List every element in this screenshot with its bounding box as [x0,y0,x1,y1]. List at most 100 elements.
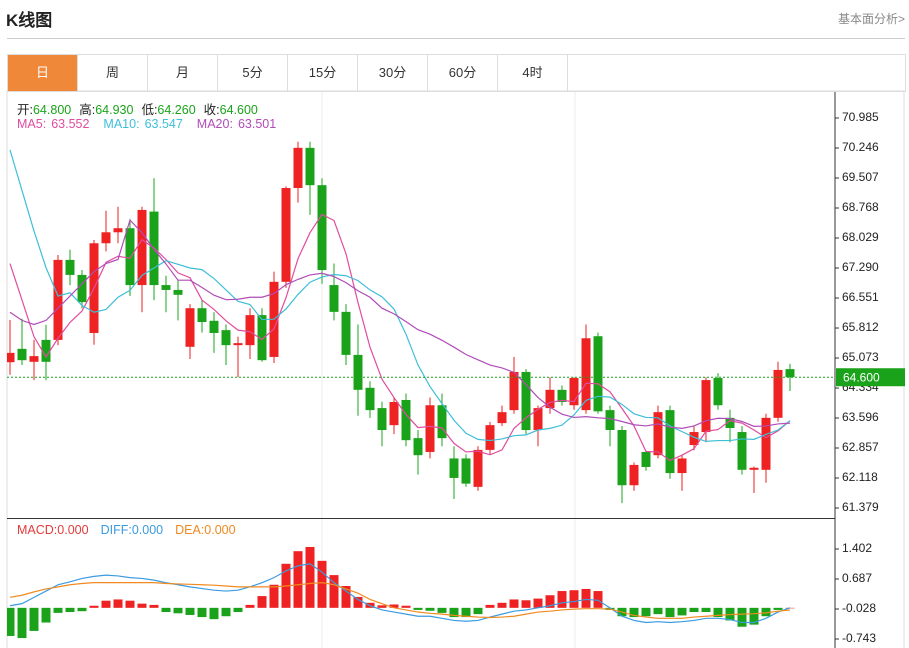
macd-bar [221,607,231,617]
tab[interactable]: 月 [148,55,218,91]
y-tick-label: 62.118 [842,470,878,484]
candle-body [461,458,471,484]
y-tick-label: 66.551 [842,290,879,304]
macd-bar [701,607,711,613]
candle-body [281,188,291,282]
tab[interactable]: 5分 [218,55,288,91]
macd-bar [425,607,435,611]
candle-body [569,378,579,406]
y-tick-label: 70.985 [842,110,879,124]
tab[interactable]: 60分 [428,55,498,91]
macd-bar [437,607,447,613]
candle-body [317,185,327,271]
candle-body [257,315,267,361]
legend-value: 63.552 [51,117,90,131]
candle-body [221,330,231,346]
macd-bar [29,607,39,631]
candle-body [713,378,723,406]
macd-bar [521,600,531,608]
candle-body [425,405,435,452]
legend-value: 0.000 [204,523,236,537]
header-title: K线图 [6,11,53,30]
candle-body [17,348,27,361]
candle-body [725,417,735,428]
candle-body [449,458,459,478]
ohlc-value: 64.930 [95,103,134,117]
macd-bar [137,603,147,608]
divider [7,38,905,39]
candle-body [389,401,399,426]
candle-body [749,467,759,470]
candle-body [701,380,711,433]
ohlc-label: 高: [79,103,96,117]
candle-body [329,285,339,312]
tab[interactable]: 15分 [288,55,358,91]
candle-body [677,458,687,474]
macd-bar [581,588,591,608]
macd-bar [509,599,519,608]
candle-body [413,438,423,456]
legend-value: 63.501 [237,117,277,131]
y-tick-label: 68.029 [842,230,879,244]
candle-body [305,147,315,186]
candle-body [341,311,351,355]
legend-name: MA5: [17,117,47,131]
legend-name: DEA: [175,523,205,537]
macd-bar [461,607,471,618]
candle-body [545,389,555,409]
macd-bar [533,598,543,608]
candle-body [617,430,627,486]
macd-bar [413,607,423,610]
tab[interactable]: 周 [78,55,148,91]
candle-body [77,274,87,303]
fundamental-link[interactable]: 基本面分析> [837,12,905,26]
candle-body [65,259,75,275]
y-tick-label: 0.687 [842,571,872,585]
legend-name: DIFF: [100,523,132,537]
macd-bar [593,591,603,608]
macd-bar [305,546,315,608]
tab[interactable]: 日 [8,55,78,91]
ohlc-info: 开:64.800 高:64.930 低:64.260 收:64.600 [17,99,266,118]
y-tick-label: 63.596 [842,410,879,424]
macd-bar [77,607,87,612]
macd-bar [485,604,495,608]
macd-bar [557,591,567,608]
last-price-label: 64.600 [843,370,880,384]
y-tick-label: 68.768 [842,200,879,214]
macd-bar [377,605,387,608]
last-price-box [836,368,905,387]
candle-body [185,308,195,347]
macd-bar [497,602,507,608]
y-tick-label: 1.402 [842,541,872,555]
macd-bar [749,607,759,625]
candle-body [557,389,567,402]
macd-bar [125,600,135,608]
candle-body [497,412,507,424]
macd-bar [773,607,783,610]
candle-body [605,410,615,431]
tab[interactable]: 4时 [498,55,568,91]
macd-bar [545,595,555,608]
macd-bar [629,607,639,618]
legend-value: 0.000 [131,523,164,537]
ohlc-value: 64.260 [157,103,196,117]
candle-body [293,147,303,189]
macd-bar [401,605,411,608]
legend-value: 63.547 [144,117,183,131]
macd-bar [473,607,483,615]
candle-body [761,417,771,470]
candle-body [689,432,699,446]
macd-bar [293,551,303,608]
macd-line [9,563,791,624]
candle-body [101,232,111,244]
macd-bar [89,605,99,608]
y-tick-label: 62.857 [842,440,879,454]
y-tick-label: 70.246 [842,140,879,154]
macd-bar [449,607,459,618]
macd-bar [197,607,207,618]
macd-bar [353,596,363,608]
candle-body [665,410,675,474]
tab[interactable]: 30分 [358,55,428,91]
